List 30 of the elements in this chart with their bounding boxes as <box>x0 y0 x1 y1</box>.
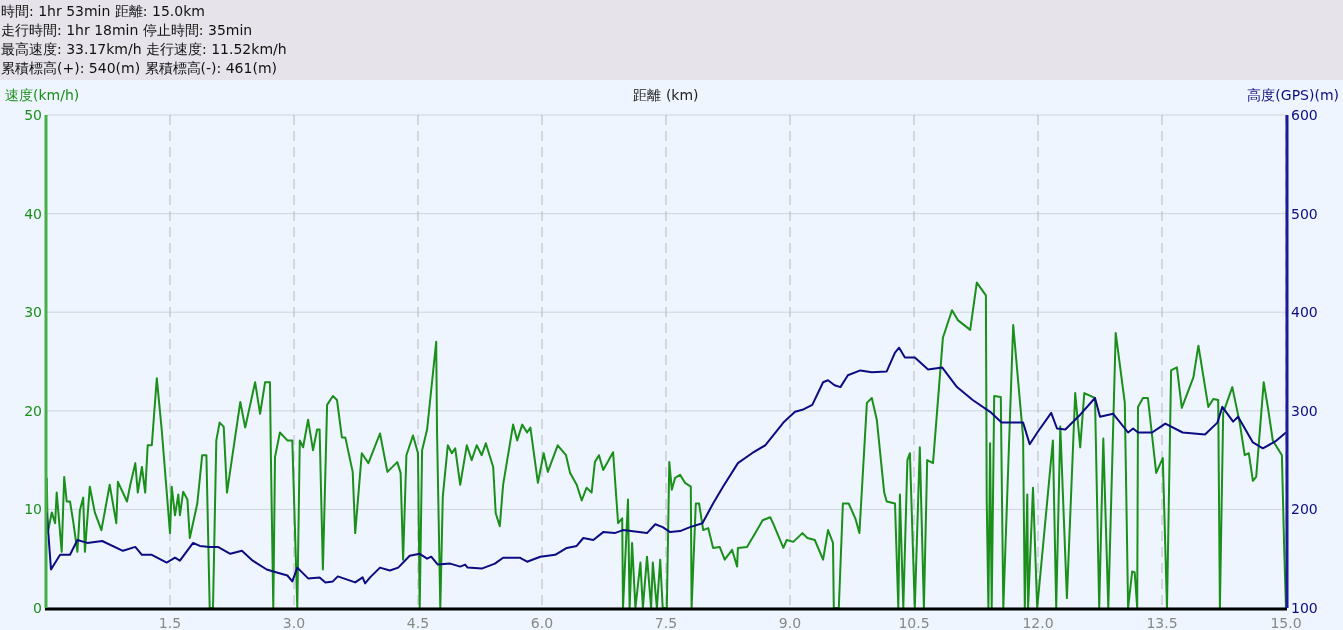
line-series <box>45 346 1287 585</box>
y-tick-label: 0 <box>33 600 42 616</box>
y2-tick-label: 600 <box>1291 107 1318 123</box>
x-tick-label: 1.5 <box>158 615 182 630</box>
y-tick-label: 10 <box>24 501 42 518</box>
x-tick-label: 10.5 <box>898 615 930 630</box>
x-tick-label: 4.5 <box>406 615 430 630</box>
y2-tick-label: 400 <box>1291 304 1318 321</box>
x-tick-label: 7.5 <box>654 615 678 630</box>
y-tick-label: 20 <box>24 402 42 419</box>
x-tick-label: 6.0 <box>530 615 554 630</box>
y2-tick-label: 100 <box>1291 600 1318 616</box>
y-axis-title: 速度(km/h) <box>5 87 80 103</box>
x-tick-label: 12.0 <box>1022 615 1054 630</box>
y2-tick-label: 500 <box>1291 205 1318 222</box>
y-tick-label: 30 <box>24 304 42 321</box>
y2-tick-label: 300 <box>1291 402 1318 419</box>
y2-tick-label: 200 <box>1291 501 1318 518</box>
y2-axis-title: 高度(GPS)(m) <box>1247 87 1339 103</box>
text: 最高速度: 33.17km/h 走行速度: 11.52km/h <box>1 41 287 57</box>
y-tick-label: 50 <box>24 107 42 123</box>
x-axis-title: 距離 (km) <box>633 87 699 103</box>
y-tick-label: 40 <box>24 205 42 222</box>
x-tick-label: 9.0 <box>778 615 802 630</box>
text: 時間: 1hr 53min 距離: 15.0km <box>1 3 205 19</box>
x-tick-label: 3.0 <box>282 615 306 630</box>
x-tick-label: 15.0 <box>1270 615 1302 630</box>
x-tick-label: 13.5 <box>1146 615 1178 630</box>
text: 累積標高(+): 540(m) 累積標高(-): 461(m) <box>1 60 277 76</box>
text: 走行時間: 1hr 18min 停止時間: 35min <box>1 22 253 38</box>
